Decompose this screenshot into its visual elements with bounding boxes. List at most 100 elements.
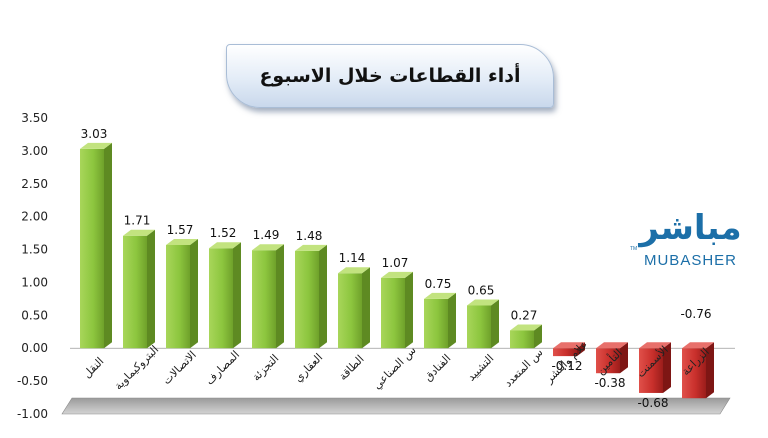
category-label: التشييد xyxy=(465,352,497,384)
bar-side xyxy=(577,342,585,357)
bar-value-label: -0.68 xyxy=(637,396,668,410)
y-tick-label: -0.50 xyxy=(17,374,48,388)
bar-value-label: 1.07 xyxy=(382,256,409,270)
logo-tm: TM xyxy=(630,246,638,252)
bar-top xyxy=(252,244,284,251)
bar-side xyxy=(362,267,370,349)
y-tick-label: 2.00 xyxy=(21,210,48,224)
bar xyxy=(295,244,327,349)
bar xyxy=(381,271,413,349)
y-tick-label: 0.50 xyxy=(21,308,48,322)
bar-value-label: -0.12 xyxy=(551,359,582,373)
bar-side xyxy=(319,244,327,349)
chart-title: أداء القطاعات خلال الاسبوع xyxy=(259,65,521,87)
bar-top xyxy=(209,242,241,249)
chart-title-box: أداء القطاعات خلال الاسبوع xyxy=(226,44,554,108)
bar-top xyxy=(338,267,370,274)
bar-value-label: 1.48 xyxy=(296,229,323,243)
bar-side xyxy=(448,292,456,349)
bar xyxy=(209,242,241,349)
category-label: المصارف xyxy=(203,348,242,387)
bar-side xyxy=(491,299,499,349)
bar-side xyxy=(233,242,241,349)
bar-front xyxy=(381,277,405,349)
category-label: البتروكيماوية xyxy=(112,343,161,392)
bar xyxy=(80,142,112,349)
bar xyxy=(338,267,370,349)
bar-front xyxy=(510,330,534,349)
bar-side xyxy=(534,324,542,349)
bar-top xyxy=(510,324,542,331)
category-label: س الصناعي xyxy=(370,344,418,392)
y-tick-label: 3.00 xyxy=(21,144,48,158)
bar-front xyxy=(338,273,362,349)
bar-front xyxy=(639,348,663,393)
bar-top xyxy=(166,238,198,245)
category-label: س المتعدد xyxy=(502,346,546,390)
bar-value-label: -0.38 xyxy=(594,376,625,390)
bar xyxy=(510,324,542,349)
bar-value-label: 0.75 xyxy=(425,277,452,291)
bar-top xyxy=(596,342,628,349)
bar xyxy=(252,244,284,349)
category-label: الاتصالات xyxy=(160,348,199,387)
bar-side xyxy=(620,342,628,374)
y-tick-label: -1.00 xyxy=(17,407,48,421)
category-label: العقاري xyxy=(292,351,326,385)
y-tick-label: 0.00 xyxy=(21,341,48,355)
bar-front xyxy=(80,148,104,349)
bar-value-label: 1.14 xyxy=(339,251,366,265)
logo-arabic: مباشر xyxy=(639,208,742,248)
bar-value-label: 1.52 xyxy=(210,226,237,240)
bar-top xyxy=(424,292,456,299)
bar-side xyxy=(405,271,413,349)
bar xyxy=(596,342,628,374)
bar-top xyxy=(682,342,714,349)
bar-side xyxy=(190,238,198,349)
category-label: الفنادق xyxy=(422,352,454,384)
bar-top xyxy=(123,229,155,236)
bar xyxy=(424,292,456,349)
bar-side xyxy=(147,229,155,349)
bar-front xyxy=(295,250,319,349)
bar-value-label: 3.03 xyxy=(81,127,108,141)
bar-side xyxy=(104,142,112,349)
y-tick-label: 3.50 xyxy=(21,111,48,125)
bar-value-label: 0.27 xyxy=(511,308,538,322)
bar-side xyxy=(663,342,671,393)
bar-value-label: 1.57 xyxy=(167,223,194,237)
bar-side xyxy=(706,342,714,399)
bar xyxy=(639,342,671,393)
bar-front xyxy=(553,348,577,357)
bar-front xyxy=(209,248,233,349)
bar-front xyxy=(424,298,448,349)
bar-top xyxy=(553,342,585,349)
bar-value-label: 1.49 xyxy=(253,228,280,242)
chart-floor xyxy=(61,397,731,415)
bar-side xyxy=(276,244,284,349)
bar-top xyxy=(639,342,671,349)
category-label: التجزئة xyxy=(250,352,282,384)
bar xyxy=(682,342,714,399)
y-tick-label: 1.00 xyxy=(21,275,48,289)
bar xyxy=(166,238,198,349)
bar-value-label: 1.71 xyxy=(124,214,151,228)
mubasher-logo: مباشر TM MUBASHER xyxy=(628,208,753,278)
bar xyxy=(467,299,499,349)
bar-front xyxy=(682,348,706,399)
bar-top xyxy=(467,299,499,306)
category-label: النقل xyxy=(81,355,107,381)
bar-top xyxy=(295,244,327,251)
bar-top xyxy=(381,271,413,278)
y-tick-label: 1.50 xyxy=(21,243,48,257)
logo-english: MUBASHER xyxy=(643,252,737,269)
category-label: الطاقة xyxy=(336,353,366,383)
bar-front xyxy=(467,305,491,349)
bar-value-label: 0.65 xyxy=(468,283,495,297)
bar-front xyxy=(252,250,276,349)
bar-front xyxy=(123,235,147,349)
bar-value-label: -0.76 xyxy=(680,307,711,321)
bar xyxy=(553,342,585,357)
bar-front xyxy=(166,244,190,349)
